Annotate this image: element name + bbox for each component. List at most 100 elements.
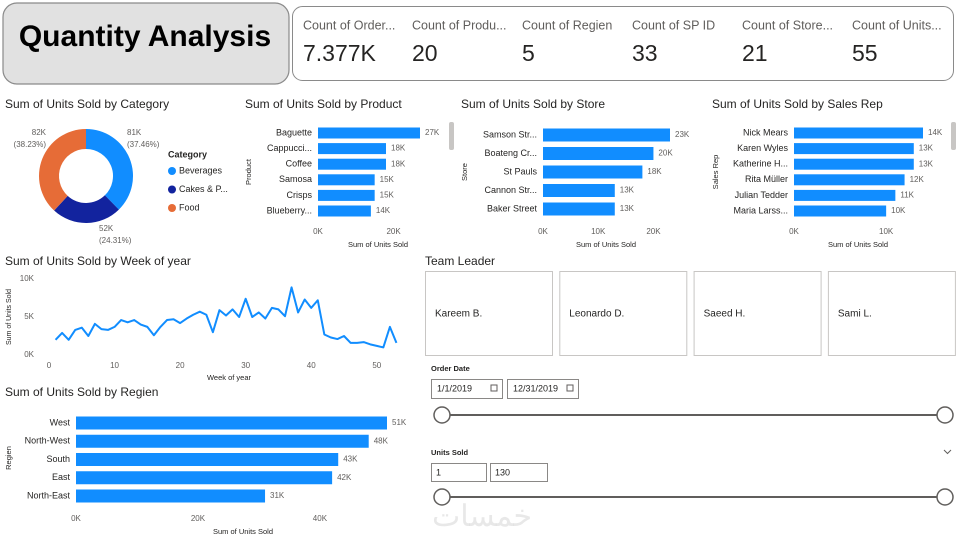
slicer-tile[interactable] <box>827 271 956 356</box>
y-axis-title: Sales Rep <box>711 155 720 190</box>
data-label: 18K <box>647 167 662 176</box>
slicer-item: Leonardo D. <box>569 309 624 320</box>
bar <box>318 174 375 186</box>
donut-slice <box>86 129 134 210</box>
slider-handle[interactable] <box>936 488 954 506</box>
data-label: 18K <box>391 159 406 168</box>
x-tick-label: 20 <box>176 361 185 370</box>
chevron[interactable] <box>943 449 952 455</box>
category-label: Katherine H... <box>733 159 788 169</box>
category-label: Baguette <box>276 127 312 137</box>
data-label: 18K <box>391 144 406 153</box>
data-label: 13K <box>620 204 635 213</box>
legend-label: Beverages <box>179 165 223 175</box>
date-input[interactable] <box>507 379 579 399</box>
x-tick-label: 20K <box>386 227 401 236</box>
range-value: 130 <box>495 467 510 477</box>
data-label: 27K <box>425 128 440 137</box>
card-value: 7.377K <box>303 40 377 66</box>
data-label: 51K <box>392 418 407 427</box>
y-axis-title: Regien <box>4 446 13 470</box>
category-label: St Pauls <box>503 166 537 176</box>
chart-title: Sum of Units Sold by Category <box>5 97 169 111</box>
data-label: 42K <box>337 473 352 482</box>
x-tick-label: 0 <box>47 361 52 370</box>
bar <box>794 158 914 170</box>
watermark: خمسات <box>432 500 532 533</box>
chart-title: Sum of Units Sold by Sales Rep <box>712 97 883 111</box>
calendar-icon <box>490 384 498 392</box>
x-tick-label: 40 <box>307 361 316 370</box>
date-input[interactable] <box>431 379 503 399</box>
slicer-title: Team Leader <box>425 254 495 268</box>
bar <box>318 205 371 217</box>
card-label: Count of Units... <box>852 18 942 32</box>
legend-marker <box>168 185 176 194</box>
category-label: Boateng Cr... <box>484 148 537 158</box>
slicer-tile[interactable] <box>559 271 688 356</box>
chart-title: Sum of Units Sold by Regien <box>5 385 158 399</box>
chart-title: Sum of Units Sold by Store <box>461 97 605 111</box>
card-value: 21 <box>742 40 768 66</box>
legend-label: Cakes & P... <box>179 184 228 194</box>
scrollbar[interactable] <box>449 122 454 150</box>
slider-handle[interactable] <box>433 406 451 424</box>
data-label: 13K <box>919 144 934 153</box>
category-label: Nick Mears <box>743 127 789 137</box>
range-input[interactable] <box>431 463 487 482</box>
range-input[interactable] <box>490 463 548 482</box>
category-label: Cannon Str... <box>484 185 537 195</box>
category-label: South <box>46 454 70 464</box>
percent-label: (24.31%) <box>99 236 132 245</box>
data-label: 20K <box>658 149 673 158</box>
bar <box>76 434 369 448</box>
bar <box>318 189 375 201</box>
scrollbar[interactable] <box>951 122 956 150</box>
slicer-tile[interactable] <box>425 271 553 356</box>
x-tick-label: 10K <box>591 227 606 236</box>
x-tick-label: 20K <box>191 514 206 523</box>
x-tick-label: 10 <box>110 361 119 370</box>
category-label: Blueberry... <box>267 205 312 215</box>
slider-handle[interactable] <box>936 406 954 424</box>
bar <box>794 205 887 217</box>
bar <box>794 127 923 139</box>
x-tick-label: 0K <box>71 514 81 523</box>
legend-marker <box>168 204 176 212</box>
calendar-icon <box>566 384 574 392</box>
data-label: 23K <box>675 130 690 139</box>
category-label: Baker Street <box>487 203 538 213</box>
x-tick-label: 40K <box>313 514 328 523</box>
data-label: 10K <box>891 206 906 215</box>
x-tick-label: 50 <box>372 361 381 370</box>
bar <box>318 143 386 155</box>
category-label: Karen Wyles <box>737 143 788 153</box>
card-label: Count of Store... <box>742 18 833 32</box>
line-series <box>54 286 398 349</box>
y-tick-label: 5K <box>24 312 34 321</box>
category-label: North-West <box>25 436 71 446</box>
y-axis-title: Product <box>244 158 253 185</box>
category-label: Julian Tedder <box>735 190 788 200</box>
slicer-tile[interactable] <box>693 271 822 356</box>
slicer-title: Order Date <box>431 364 470 373</box>
legend-label: Food <box>179 202 200 212</box>
data-label: 48K <box>374 436 389 445</box>
legend-marker <box>168 167 176 175</box>
card-label: Count of Produ... <box>412 18 507 32</box>
bar <box>318 158 386 170</box>
data-label: 15K <box>380 191 395 200</box>
card-value: 33 <box>632 40 658 66</box>
category-label: Crisps <box>286 190 312 200</box>
x-axis-title: Week of year <box>207 373 252 382</box>
slider-handle[interactable] <box>433 488 451 506</box>
card-value: 55 <box>852 40 878 66</box>
x-tick-label: 20K <box>646 227 661 236</box>
data-label: 43K <box>343 455 358 464</box>
x-tick-label: 0K <box>789 227 799 236</box>
bar <box>543 147 654 160</box>
dashboard-title: Quantity Analysis <box>19 20 271 53</box>
category-label: Maria Larss... <box>733 205 788 215</box>
percent-label: (37.46%) <box>127 140 160 149</box>
